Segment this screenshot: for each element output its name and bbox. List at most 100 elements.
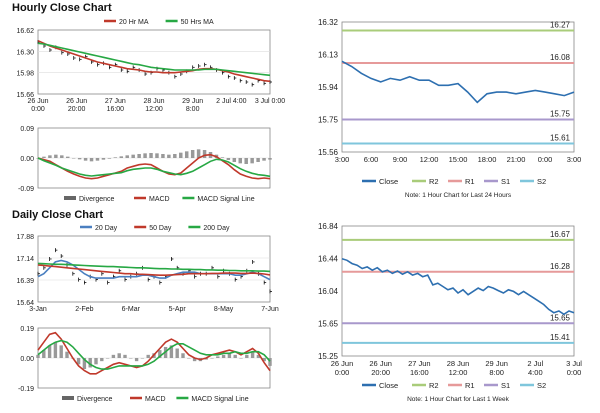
legend-label-macd: MACD [145, 396, 166, 403]
divergence-bar [107, 158, 112, 159]
divergence-bar [268, 158, 272, 160]
divergence-bar [169, 345, 174, 358]
divergence-bar [60, 155, 64, 158]
x-tick-label: 29 Jun [485, 359, 508, 368]
x-tick-label: 9:00 [393, 155, 408, 164]
x-tick-label: 6-Mar [122, 306, 141, 313]
divergence-bar [158, 350, 162, 358]
plot-frame [341, 225, 575, 357]
divergence-bar [196, 149, 201, 158]
divergence-bar [65, 351, 69, 358]
y-tick-label: 16.13 [318, 51, 339, 60]
pivot-label-s2: 15.41 [550, 333, 571, 342]
legend-label-r2: R2 [429, 381, 439, 390]
x-tick-label: 3-Jan [29, 306, 47, 313]
divergence-bar [173, 154, 177, 158]
x-tick-label: 0:00 [567, 368, 582, 377]
divergence-bar [256, 158, 260, 162]
pivot-label-r2: 16.27 [550, 21, 571, 30]
x-tick-label: 26 Jun [27, 98, 48, 105]
y-tick-label: 16.44 [318, 255, 339, 264]
daily-section-title: Daily Close Chart [12, 209, 104, 221]
divergence-bar [119, 156, 124, 158]
divergence-bar [83, 158, 88, 161]
series-line-macd [37, 331, 271, 375]
legend-label-s1: S1 [501, 381, 510, 390]
x-tick-label: 20:00 [371, 368, 390, 377]
divergence-bar [175, 348, 179, 358]
pivot-label-r1: 16.08 [550, 53, 571, 62]
legend-label-macd: MACD [149, 196, 170, 203]
divergence-bar [137, 154, 141, 158]
divergence-bar [100, 358, 104, 362]
legend-label-macd-signal-line: MACD Signal Line [197, 196, 254, 203]
legend-label-close: Close [379, 177, 398, 186]
divergence-bar [54, 154, 58, 158]
x-tick-label: 8:00 [186, 106, 200, 113]
series-line-200-day [37, 262, 271, 273]
x-tick-label: 3:00 [335, 155, 350, 164]
divergence-bar [190, 150, 195, 158]
x-tick-label: 0:00 [31, 106, 45, 113]
divergence-bar [181, 353, 185, 358]
divergence-bar [250, 158, 254, 164]
divergence-bar [155, 153, 159, 158]
x-tick-label: 16:00 [410, 368, 429, 377]
divergence-bar [256, 354, 261, 358]
daily-price-chart: 17.88 17.14 16.39 15.64 20 Day 50 Day 200 Day 3… [16, 225, 279, 313]
y-tick-label: 17.14 [16, 256, 34, 263]
series-line-20-day [37, 259, 271, 281]
y-tick-label: -0.19 [18, 386, 34, 393]
x-tick-label: 16:00 [107, 106, 125, 113]
y-tick-label: 15.56 [318, 148, 339, 157]
divergence-bar [88, 358, 92, 368]
pivot-label-r2: 16.67 [550, 230, 571, 239]
divergence-bar [48, 155, 52, 158]
series-line-macd-signal-line [37, 339, 271, 370]
x-tick-label: 4:00 [528, 368, 543, 377]
legend-label-50-day: 50 Day [149, 225, 172, 232]
pivot-label-s2: 15.61 [550, 133, 571, 142]
divergence-bar [95, 158, 100, 161]
divergence-bar [134, 358, 139, 362]
divergence-bar [184, 151, 189, 158]
x-tick-label: 7-Jun [261, 306, 279, 313]
divergence-bar [239, 358, 243, 359]
y-tick-label: 16.04 [318, 287, 339, 296]
y-tick-label: 15.66 [16, 92, 34, 99]
divergence-bar [42, 350, 46, 358]
series-line-close [341, 257, 575, 316]
divergence-bar [71, 158, 76, 159]
x-tick-label: 3 Jul [566, 359, 582, 368]
x-tick-label: 26 Jun [66, 98, 87, 105]
x-tick-label: 12:00 [449, 368, 468, 377]
divergence-bar [202, 150, 207, 158]
y-tick-label: 15.65 [318, 320, 339, 329]
legend-label-20-hr-ma: 20 Hr MA [119, 19, 149, 26]
legend-swatch-divergence [64, 196, 76, 200]
x-tick-label: 12:00 [420, 155, 439, 164]
x-tick-label: 2 Jul 4:00 [216, 98, 246, 105]
legend-label-close: Close [379, 381, 398, 390]
daily-macd-chart: 0.19 0.00 -0.19 Divergence MACD MACD Signal L… [18, 326, 272, 403]
x-tick-label: 0:00 [538, 155, 553, 164]
daily-week-pivot-chart: 16.84 16.44 16.04 15.65 15.25 16.67 16.28 15.65… [318, 222, 582, 403]
legend-label-r1: R1 [465, 177, 475, 186]
x-tick-label: 2-Feb [75, 306, 93, 313]
series-line-macd-signal-line [37, 157, 271, 178]
chart-note: Note: 1 Hour Chart for Last 24 Hours [405, 192, 512, 199]
divergence-bar [210, 358, 214, 359]
x-tick-label: 29 Jun [182, 98, 203, 105]
divergence-bar [220, 157, 225, 158]
divergence-bar [36, 354, 40, 358]
pivot-label-s1: 15.65 [550, 313, 571, 322]
legend-label-s1: S1 [501, 177, 510, 186]
y-tick-label: 15.64 [16, 300, 34, 307]
divergence-bar [105, 358, 110, 359]
x-tick-label: 8-May [214, 306, 234, 313]
x-tick-label: 20:00 [68, 106, 86, 113]
divergence-bar [192, 358, 197, 362]
y-tick-label: 15.94 [318, 83, 339, 92]
divergence-bar [129, 358, 133, 359]
x-tick-label: 27 Jun [105, 98, 126, 105]
